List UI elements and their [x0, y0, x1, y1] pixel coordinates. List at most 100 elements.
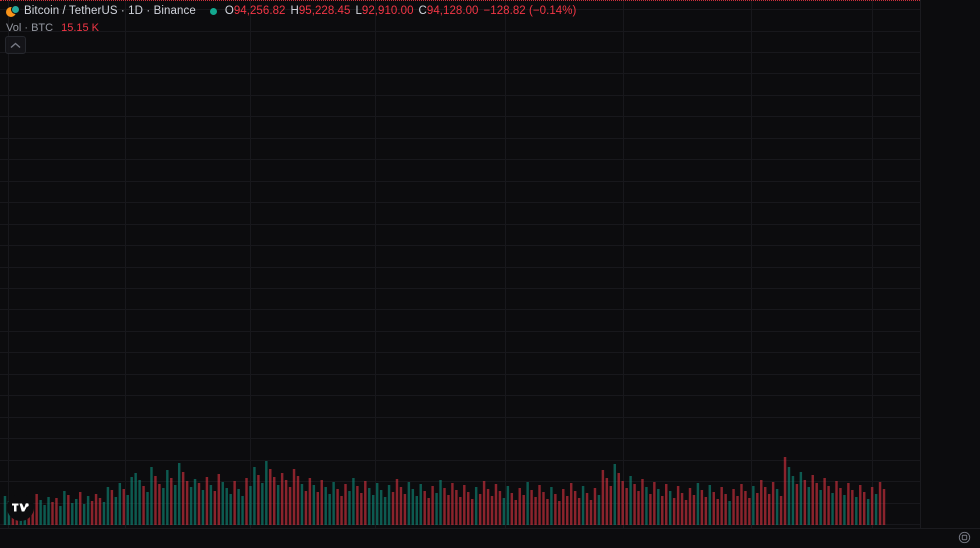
gridline-vertical — [375, 0, 376, 528]
volume-bar — [589, 500, 593, 525]
volume-bar — [110, 490, 114, 525]
volume-bar — [767, 494, 771, 525]
volume-bar — [613, 464, 616, 525]
time-axis[interactable] — [0, 528, 980, 548]
volume-bar — [447, 495, 450, 525]
volume-bar — [368, 488, 371, 525]
volume-bar — [494, 484, 498, 525]
volume-bar — [502, 498, 506, 525]
open-label: O — [224, 5, 234, 17]
volume-bar — [740, 484, 743, 525]
volume-bar — [649, 494, 652, 525]
volume-bar — [288, 487, 292, 525]
gridline-vertical — [8, 0, 9, 528]
volume-bar — [874, 494, 878, 525]
chart-pane[interactable] — [0, 0, 920, 528]
volume-bar — [486, 489, 490, 525]
price-axis[interactable] — [920, 0, 980, 528]
volume-bar — [280, 473, 284, 525]
volume-bar — [455, 490, 458, 525]
volume-bar — [855, 497, 858, 525]
volume-bar — [732, 489, 735, 525]
volume-bar — [684, 500, 688, 525]
volume-bar — [181, 472, 185, 525]
volume-bar — [621, 481, 624, 525]
symbol-title[interactable]: Bitcoin / TetherUS · 1D · Binance — [24, 5, 196, 17]
volume-bar — [676, 486, 680, 525]
gridline-horizontal — [0, 416, 920, 418]
tradingview-logo — [7, 494, 34, 521]
volume-bar — [348, 491, 351, 525]
volume-label: Vol · BTC — [6, 22, 54, 34]
volume-bar — [764, 487, 767, 525]
volume-bar — [174, 485, 177, 525]
volume-bar — [490, 496, 494, 525]
volume-bar — [467, 492, 470, 525]
volume-bar — [720, 487, 723, 525]
volume-bar — [637, 491, 640, 525]
volume-bar — [51, 502, 54, 525]
gridline-horizontal — [0, 373, 920, 375]
volume-bar — [150, 467, 153, 525]
volume-bar — [265, 461, 268, 525]
volume-bar — [756, 493, 759, 525]
volume-bar — [463, 485, 466, 525]
volume-bar — [518, 488, 521, 525]
close-label: C — [418, 5, 427, 17]
gridline-horizontal — [0, 438, 920, 440]
volume-bar — [597, 495, 601, 525]
volume-bar — [47, 497, 50, 525]
volume-bar — [221, 482, 224, 525]
volume-bar — [538, 485, 541, 525]
volume-bar — [170, 478, 173, 525]
volume-bar — [300, 484, 304, 525]
volume-bar — [625, 488, 628, 525]
volume-bar — [276, 485, 280, 525]
volume-bar — [708, 485, 712, 525]
volume-bar — [395, 479, 399, 525]
volume-bar — [811, 475, 814, 525]
gridline-horizontal — [0, 116, 920, 118]
volume-bar — [324, 487, 327, 525]
volume-bar — [332, 482, 335, 525]
close-value: 94,128.00 — [426, 5, 479, 17]
symbol-row[interactable]: Bitcoin / TetherUS · 1D · Binance O94,25… — [6, 3, 576, 19]
gridline-vertical — [250, 0, 251, 528]
volume-bar — [304, 491, 308, 525]
volume-bar — [566, 496, 569, 525]
volume-bar — [645, 487, 648, 525]
volume-bar — [585, 493, 589, 525]
volume-bar — [510, 493, 514, 525]
volume-bar — [63, 491, 66, 525]
volume-bar — [672, 498, 676, 525]
volume-bar — [399, 487, 403, 525]
volume-bar — [31, 507, 34, 525]
gridline-horizontal — [0, 9, 920, 10]
volume-bar — [379, 490, 383, 525]
volume-legend-row[interactable]: Vol · BTC 15.15 K — [6, 20, 576, 36]
volume-bar — [573, 491, 577, 525]
volume-bar — [229, 494, 232, 525]
current-price-line — [0, 0, 920, 1]
low-label: L — [355, 5, 362, 17]
gear-icon[interactable] — [958, 531, 971, 544]
high-value: 95,228.45 — [298, 5, 351, 17]
volume-bar — [558, 501, 561, 525]
gridline-horizontal — [0, 245, 920, 246]
volume-bar — [233, 481, 236, 525]
volume-bar — [356, 486, 359, 525]
volume-bar — [862, 492, 866, 525]
volume-bar — [134, 473, 137, 525]
volume-bar — [340, 496, 343, 525]
volume-bar — [328, 494, 331, 525]
volume-bar — [692, 495, 696, 525]
volume-bar — [261, 483, 264, 525]
volume-bar — [657, 489, 660, 525]
chevron-up-icon[interactable] — [5, 36, 26, 54]
volume-bar — [803, 480, 807, 525]
volume-bar — [90, 501, 94, 525]
volume-bar — [106, 487, 110, 525]
volume-bar — [843, 495, 846, 525]
gridline-horizontal — [0, 395, 920, 397]
gridline-vertical — [872, 0, 873, 528]
